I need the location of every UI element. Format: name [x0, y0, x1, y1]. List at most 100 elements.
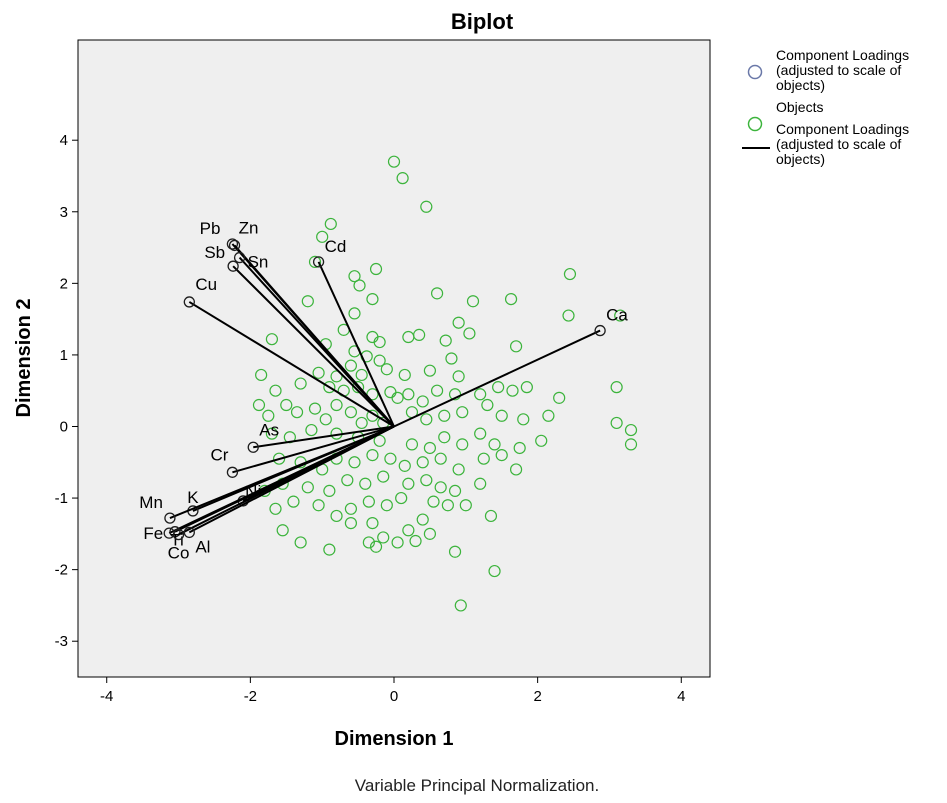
object-point [448, 388, 462, 401]
object-point [272, 452, 286, 465]
object-point [452, 463, 465, 476]
object-point [513, 441, 526, 455]
x-tick-label: -4 [100, 688, 113, 705]
object-point [330, 509, 343, 523]
object-point [377, 531, 390, 544]
loading-point [183, 296, 195, 308]
object-point [312, 366, 325, 379]
object-point [452, 370, 465, 383]
object-point [330, 398, 343, 412]
y-tick-label: 1 [60, 347, 68, 364]
legend-text: objects) [776, 77, 825, 93]
loading-point [247, 441, 259, 453]
object-point [441, 499, 454, 512]
object-point [423, 364, 437, 377]
object-point [330, 370, 343, 383]
object-point [366, 449, 379, 462]
object-point [384, 452, 397, 465]
object-point [396, 172, 409, 185]
y-tick-label: 4 [60, 132, 68, 149]
object-point [405, 438, 419, 451]
loading-label: Al [195, 537, 210, 556]
object-point [323, 484, 336, 498]
loading-point [226, 238, 239, 250]
loading-label: Cr [210, 445, 228, 464]
y-tick-label: 0 [60, 418, 68, 435]
loading-label: Ca [606, 306, 628, 325]
object-point [463, 327, 476, 340]
object-point [362, 536, 375, 549]
legend-marker-circle [747, 64, 763, 80]
object-point [614, 309, 627, 322]
object-point [373, 354, 386, 367]
loading-line [188, 301, 395, 428]
object-point [369, 540, 383, 553]
object-point [553, 391, 566, 404]
loading-line [253, 425, 395, 449]
loading-line [232, 425, 395, 474]
y-tick-label: -2 [55, 562, 68, 579]
loading-label: Mn [139, 493, 163, 512]
loading-label: Cd [325, 237, 347, 256]
object-point [563, 267, 577, 281]
loading-label: Cu [195, 275, 217, 294]
object-point [484, 509, 498, 523]
object-point [517, 413, 530, 426]
loading-label: Sb [204, 243, 225, 262]
object-point [438, 431, 451, 444]
object-point [280, 398, 293, 412]
x-tick-label: -2 [244, 688, 257, 705]
legend: Component Loadings(adjusted to scale ofo… [742, 47, 909, 167]
object-point [438, 409, 451, 422]
object-point [420, 474, 433, 487]
object-point [362, 495, 375, 508]
loading-point [227, 260, 239, 272]
object-point [542, 409, 555, 422]
object-point [341, 474, 354, 487]
object-point [344, 406, 358, 419]
loading-label: Sn [248, 253, 269, 272]
object-point [509, 340, 523, 353]
object-point [459, 499, 472, 512]
y-tick-label: 3 [60, 204, 68, 221]
object-point [610, 381, 623, 394]
object-point [359, 477, 372, 490]
object-point [380, 363, 393, 376]
legend-text: Component Loadings [776, 47, 909, 63]
object-point [305, 423, 318, 437]
legend-text: Component Loadings [776, 121, 909, 137]
object-point [495, 409, 508, 422]
object-point [265, 333, 279, 346]
object-point [324, 217, 337, 231]
object-point [355, 416, 368, 430]
object-point [294, 377, 307, 390]
loading-point [228, 239, 241, 252]
loading-line [393, 329, 601, 428]
x-tick-label: 0 [390, 688, 398, 705]
object-point [265, 427, 279, 440]
x-tick-label: 2 [533, 688, 541, 705]
loading-point [233, 251, 246, 264]
object-point [454, 599, 467, 612]
object-point [456, 438, 469, 451]
object-point [610, 416, 623, 430]
legend-marker-circle [747, 116, 763, 132]
object-point [624, 423, 638, 437]
object-point [301, 295, 314, 308]
loading-point [226, 466, 239, 478]
object-point [391, 391, 404, 404]
axes: -4 -2 0 2 4 -3 -2 -1 0 1 2 3 4 [55, 132, 686, 705]
object-point [420, 200, 433, 213]
object-point [416, 456, 429, 469]
object-point [456, 406, 469, 419]
loading-line [169, 425, 395, 520]
object-point [430, 384, 444, 397]
legend-text: objects) [776, 151, 825, 167]
object-point [395, 491, 408, 505]
object-point [373, 335, 386, 349]
object-point [355, 368, 368, 382]
object-point [562, 309, 575, 322]
legend-text: (adjusted to scale of [776, 136, 901, 152]
